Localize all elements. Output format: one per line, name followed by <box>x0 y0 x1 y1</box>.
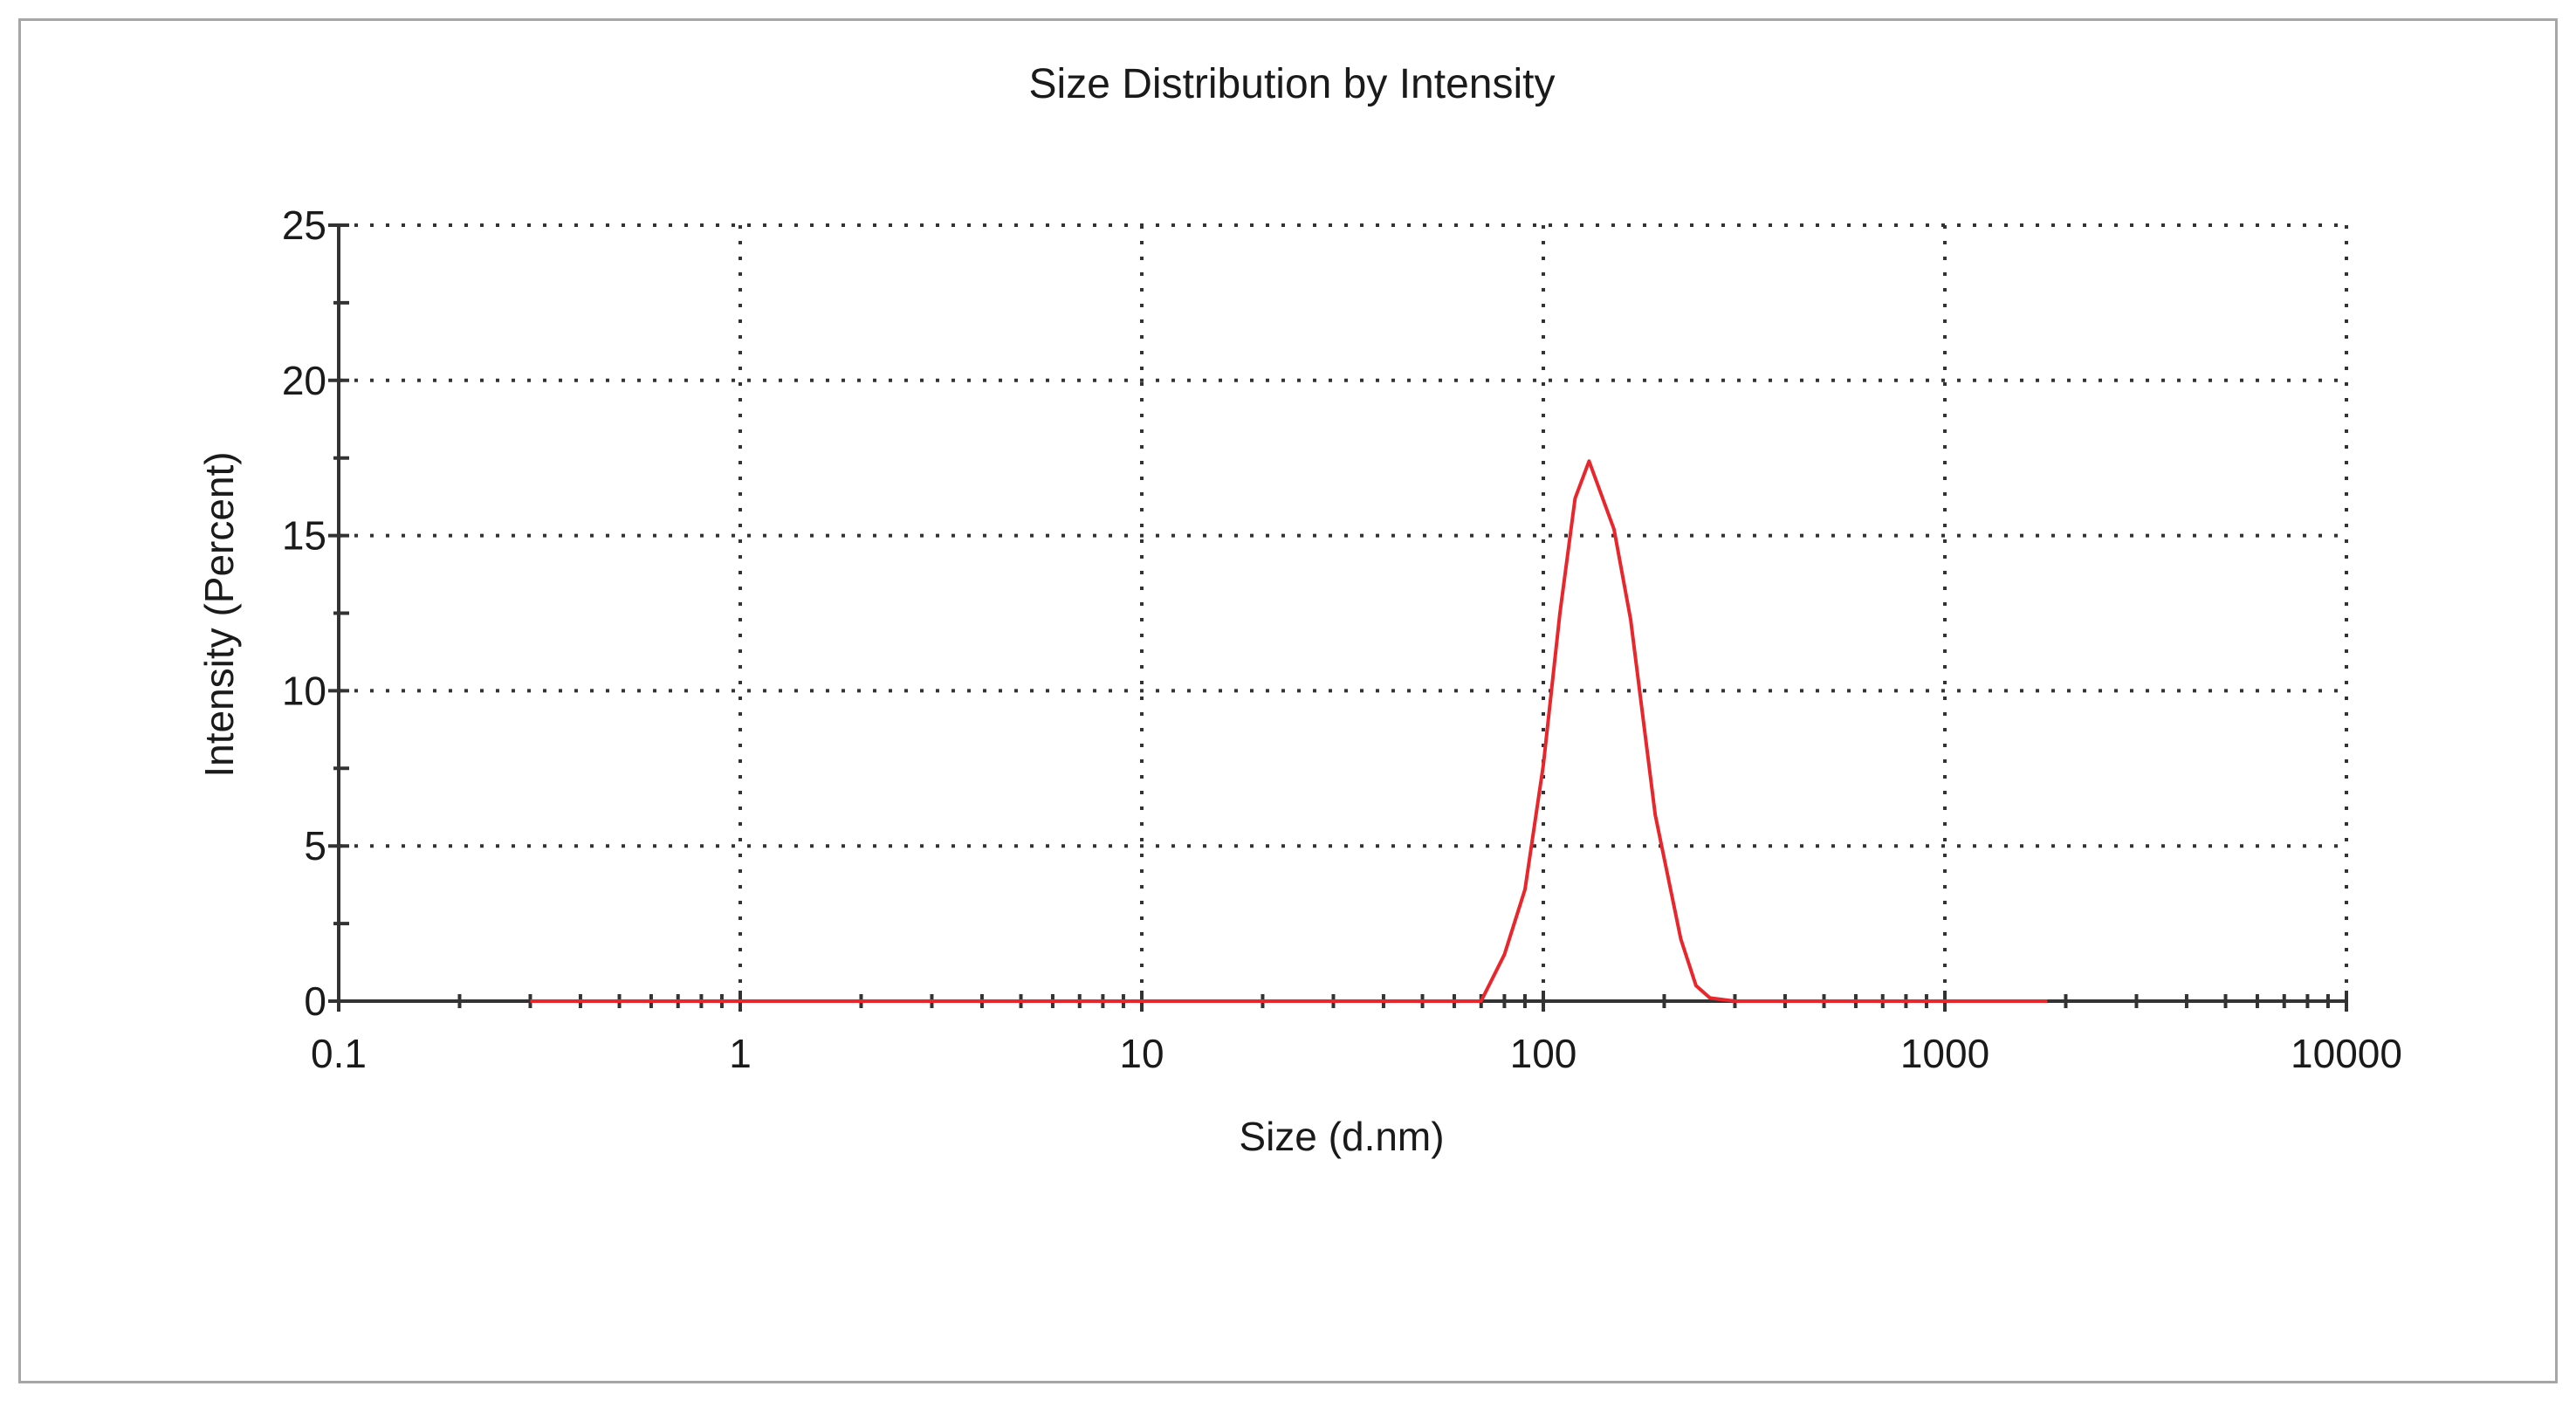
tick-marks <box>328 223 2348 1012</box>
y-tick-label: 20 <box>282 358 326 403</box>
y-tick-label: 10 <box>282 668 326 713</box>
axes <box>337 225 2346 1003</box>
x-tick-label: 0.1 <box>311 1031 367 1076</box>
series-group <box>530 459 2048 1003</box>
x-tick-label: 10000 <box>2291 1031 2402 1076</box>
y-axis-label: Intensity (Percent) <box>196 451 242 777</box>
x-tick-label: 100 <box>1510 1031 1577 1076</box>
series-line <box>530 459 2048 1003</box>
chart-frame <box>18 18 2558 1383</box>
tick-labels: 0 5 10 15 20 25 0.1 1 10 100 1000 10000 <box>282 202 2402 1076</box>
chart-title: Size Distribution by Intensity <box>1029 61 1556 107</box>
y-tick-label: 15 <box>282 513 326 559</box>
y-tick-label: 25 <box>282 202 326 248</box>
x-tick-label: 1000 <box>1900 1031 1989 1076</box>
x-axis-label: Size (d.nm) <box>1239 1114 1444 1159</box>
y-tick-label: 0 <box>304 978 326 1024</box>
grid-lines <box>339 223 2348 1001</box>
x-tick-label: 10 <box>1119 1031 1164 1076</box>
x-tick-label: 1 <box>729 1031 752 1076</box>
y-tick-label: 5 <box>304 823 326 868</box>
